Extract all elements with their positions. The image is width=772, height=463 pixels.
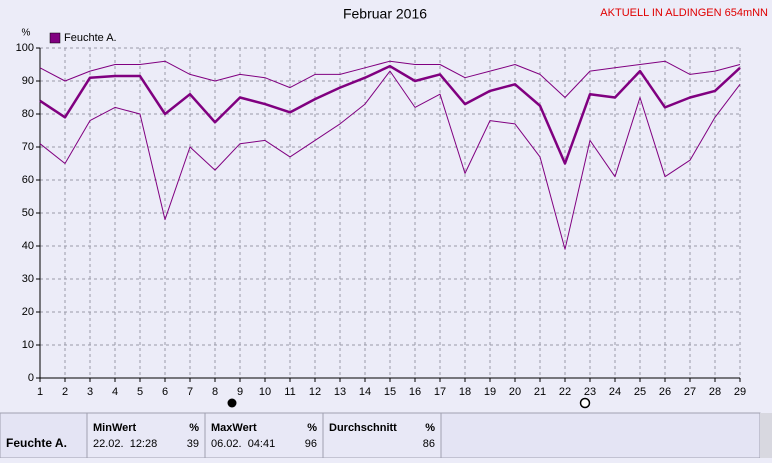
x-tick-label: 13 bbox=[334, 386, 346, 398]
column-title: MaxWert bbox=[211, 422, 257, 434]
x-tick-label: 10 bbox=[259, 386, 271, 398]
y-tick-label: 60 bbox=[22, 174, 34, 186]
x-tick-label: 5 bbox=[137, 386, 143, 398]
column-value: 96 bbox=[305, 438, 317, 450]
x-tick-label: 4 bbox=[112, 386, 118, 398]
y-tick-label: 100 bbox=[16, 42, 34, 54]
x-tick-label: 18 bbox=[459, 386, 471, 398]
x-tick-label: 29 bbox=[734, 386, 746, 398]
x-tick-label: 22 bbox=[559, 386, 571, 398]
column-title: MinWert bbox=[93, 422, 137, 434]
series-line bbox=[39, 64, 741, 165]
y-tick-label: 80 bbox=[22, 108, 34, 120]
y-tick-label: 0 bbox=[28, 372, 34, 384]
x-tick-label: 26 bbox=[659, 386, 671, 398]
chart-title: Februar 2016 bbox=[343, 6, 427, 22]
x-tick-label: 28 bbox=[709, 386, 721, 398]
x-tick-label: 11 bbox=[284, 386, 295, 398]
scrollbar bbox=[760, 413, 772, 458]
legend-label: Feuchte A. bbox=[64, 32, 117, 44]
column-value: 86 bbox=[423, 438, 435, 450]
table-cell bbox=[322, 412, 442, 459]
x-tick-label: 23 bbox=[584, 386, 596, 398]
y-tick-label: 50 bbox=[22, 207, 34, 219]
y-tick-label: 30 bbox=[22, 273, 34, 285]
x-tick-label: 14 bbox=[359, 386, 371, 398]
y-tick-label: 20 bbox=[22, 306, 34, 318]
x-tick-label: 3 bbox=[87, 386, 93, 398]
moon-phase-icon bbox=[579, 397, 591, 409]
x-tick-label: 8 bbox=[212, 386, 218, 398]
column-unit: % bbox=[189, 422, 199, 434]
x-tick-label: 25 bbox=[634, 386, 646, 398]
x-tick-label: 16 bbox=[409, 386, 421, 398]
column-title: Durchschnitt bbox=[329, 422, 397, 434]
y-tick-label: 40 bbox=[22, 240, 34, 252]
series-line bbox=[39, 60, 741, 98]
x-tick-label: 2 bbox=[62, 386, 68, 398]
x-tick-label: 27 bbox=[684, 386, 696, 398]
stats-table: Feuchte A. MinWert % 22.02. 12:28 39 MaxWert… bbox=[0, 412, 772, 459]
x-tick-label: 24 bbox=[609, 386, 621, 398]
x-tick-label: 9 bbox=[237, 386, 243, 398]
column-value: 39 bbox=[187, 438, 199, 450]
x-tick-label: 20 bbox=[509, 386, 521, 398]
legend-swatch bbox=[49, 32, 61, 44]
column-unit: % bbox=[425, 422, 435, 434]
x-tick-label: 7 bbox=[187, 386, 193, 398]
x-tick-label: 15 bbox=[384, 386, 396, 398]
chart-subtitle: AKTUELL IN ALDINGEN 654mNN bbox=[600, 7, 768, 19]
moon-phase-icon bbox=[227, 398, 237, 408]
y-tick-label: 70 bbox=[22, 141, 34, 153]
column-time: 22.02. 12:28 bbox=[93, 438, 157, 450]
x-tick-label: 6 bbox=[162, 386, 168, 398]
column-time: 06.02. 04:41 bbox=[211, 438, 275, 450]
row-label: Feuchte A. bbox=[6, 436, 67, 450]
y-axis-label: % bbox=[22, 28, 31, 39]
x-tick-label: 19 bbox=[484, 386, 496, 398]
table-cell bbox=[204, 412, 324, 459]
x-tick-label: 12 bbox=[309, 386, 321, 398]
column-unit: % bbox=[307, 422, 317, 434]
y-tick-label: 10 bbox=[22, 339, 34, 351]
x-tick-label: 1 bbox=[37, 386, 43, 398]
series-line bbox=[39, 70, 741, 250]
x-tick-label: 17 bbox=[434, 386, 446, 398]
y-tick-label: 90 bbox=[22, 75, 34, 87]
table-cell bbox=[86, 412, 206, 459]
x-tick-label: 21 bbox=[534, 386, 546, 398]
